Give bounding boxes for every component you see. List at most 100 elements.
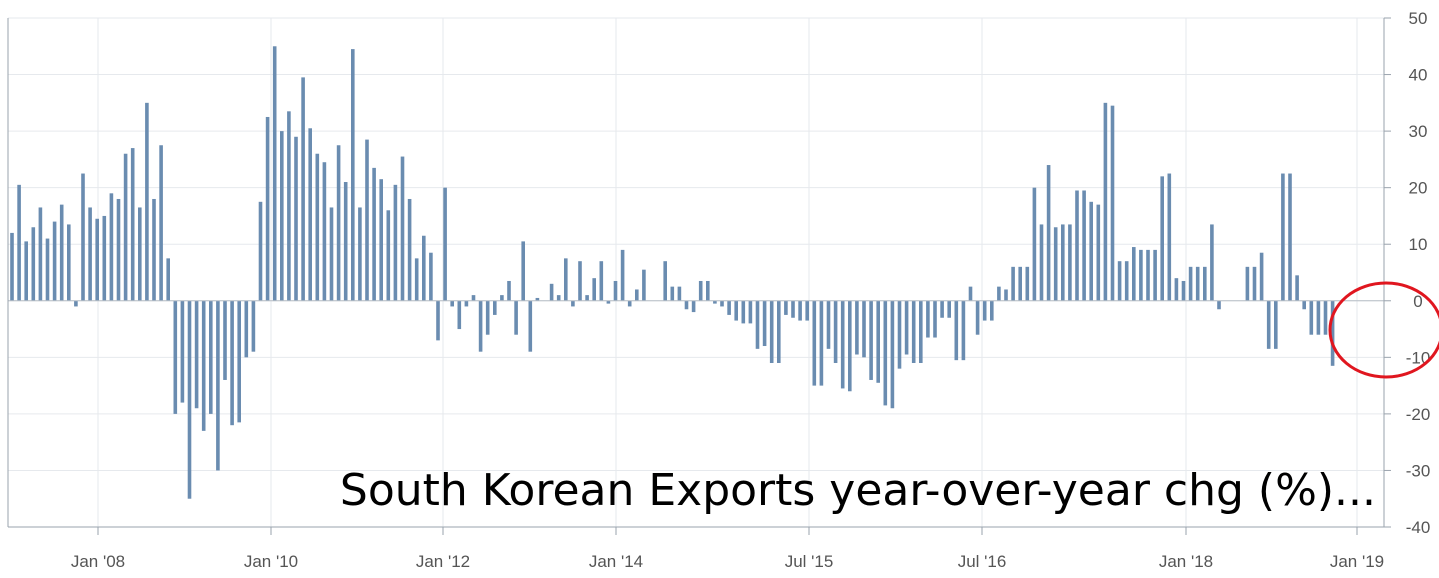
bar (102, 215, 107, 301)
y-tick-label: 30 (1409, 122, 1428, 141)
bar (635, 289, 639, 301)
bar (1217, 300, 1221, 310)
bar (471, 295, 476, 301)
bar (159, 145, 163, 301)
bar (727, 300, 731, 315)
bar (173, 300, 178, 414)
bar (897, 300, 902, 369)
bar (876, 300, 880, 383)
bar (329, 207, 334, 301)
bar (1124, 261, 1129, 301)
bar (351, 49, 355, 301)
bar (947, 300, 951, 318)
bar (223, 300, 227, 380)
bar (265, 116, 270, 301)
bar (152, 198, 156, 301)
bar (812, 300, 817, 386)
x-tick-label: Jan '10 (244, 552, 298, 571)
bar (45, 238, 50, 301)
bar (571, 300, 575, 307)
bar (372, 167, 376, 301)
bar (883, 300, 888, 406)
bar (1210, 224, 1214, 301)
bar (1266, 300, 1271, 349)
bar (308, 128, 312, 301)
bar (393, 184, 398, 301)
bar (997, 286, 1001, 301)
bar (1132, 247, 1136, 301)
x-tick-label: Jan '08 (71, 552, 125, 571)
bar (88, 207, 92, 301)
bar (10, 232, 14, 301)
bar (414, 258, 419, 301)
bar (422, 235, 426, 301)
bar (166, 258, 170, 301)
bar (201, 300, 206, 431)
bar (358, 207, 362, 301)
bar (1181, 280, 1186, 301)
bar (209, 300, 213, 414)
bar (1139, 249, 1143, 301)
bar (556, 295, 561, 301)
bar (59, 204, 64, 301)
bar (436, 300, 440, 341)
bar (123, 153, 128, 301)
bar (244, 300, 249, 358)
bar (138, 207, 142, 301)
bar (585, 295, 589, 301)
bar (1146, 249, 1150, 301)
bar (535, 297, 540, 301)
bar (81, 173, 85, 301)
x-tick-label: Jan '19 (1330, 552, 1384, 571)
bar (592, 278, 596, 301)
bar (1295, 275, 1299, 301)
bar (464, 300, 469, 307)
bar (258, 201, 263, 301)
bar (272, 46, 277, 301)
bar (805, 300, 809, 321)
bar (365, 139, 369, 301)
bar (1274, 300, 1278, 349)
bar (769, 300, 774, 363)
bar (862, 300, 866, 358)
x-tick-label: Jan '14 (589, 552, 643, 571)
y-tick-label: 10 (1409, 235, 1428, 254)
bar (116, 198, 121, 301)
bar (1068, 224, 1072, 301)
bar (620, 249, 625, 301)
bars (10, 46, 1335, 499)
bar (691, 300, 696, 313)
bar (194, 300, 199, 409)
bar (109, 193, 114, 301)
bar (478, 300, 483, 352)
bar (926, 300, 930, 338)
bar (954, 300, 959, 361)
bar (1018, 266, 1022, 301)
bar (74, 300, 78, 307)
bar (322, 162, 327, 301)
bar (130, 148, 135, 301)
bar (670, 286, 675, 301)
bar (755, 300, 760, 349)
bar (784, 300, 788, 315)
bar (301, 77, 305, 301)
bar (216, 300, 220, 471)
gridlines (8, 17, 1384, 527)
bar (17, 184, 21, 301)
y-tick-label: 40 (1409, 66, 1428, 85)
bar (798, 300, 802, 321)
x-tick-label: Jan '12 (416, 552, 470, 571)
bar (294, 136, 298, 301)
bar (1174, 278, 1179, 301)
bar (500, 295, 504, 301)
bar (507, 280, 511, 301)
bar (564, 258, 568, 301)
bar (493, 300, 497, 315)
bar (407, 198, 412, 301)
bar (429, 252, 433, 301)
bar (287, 111, 291, 301)
bar (95, 218, 99, 301)
bar (791, 300, 795, 318)
bar (1153, 249, 1157, 301)
